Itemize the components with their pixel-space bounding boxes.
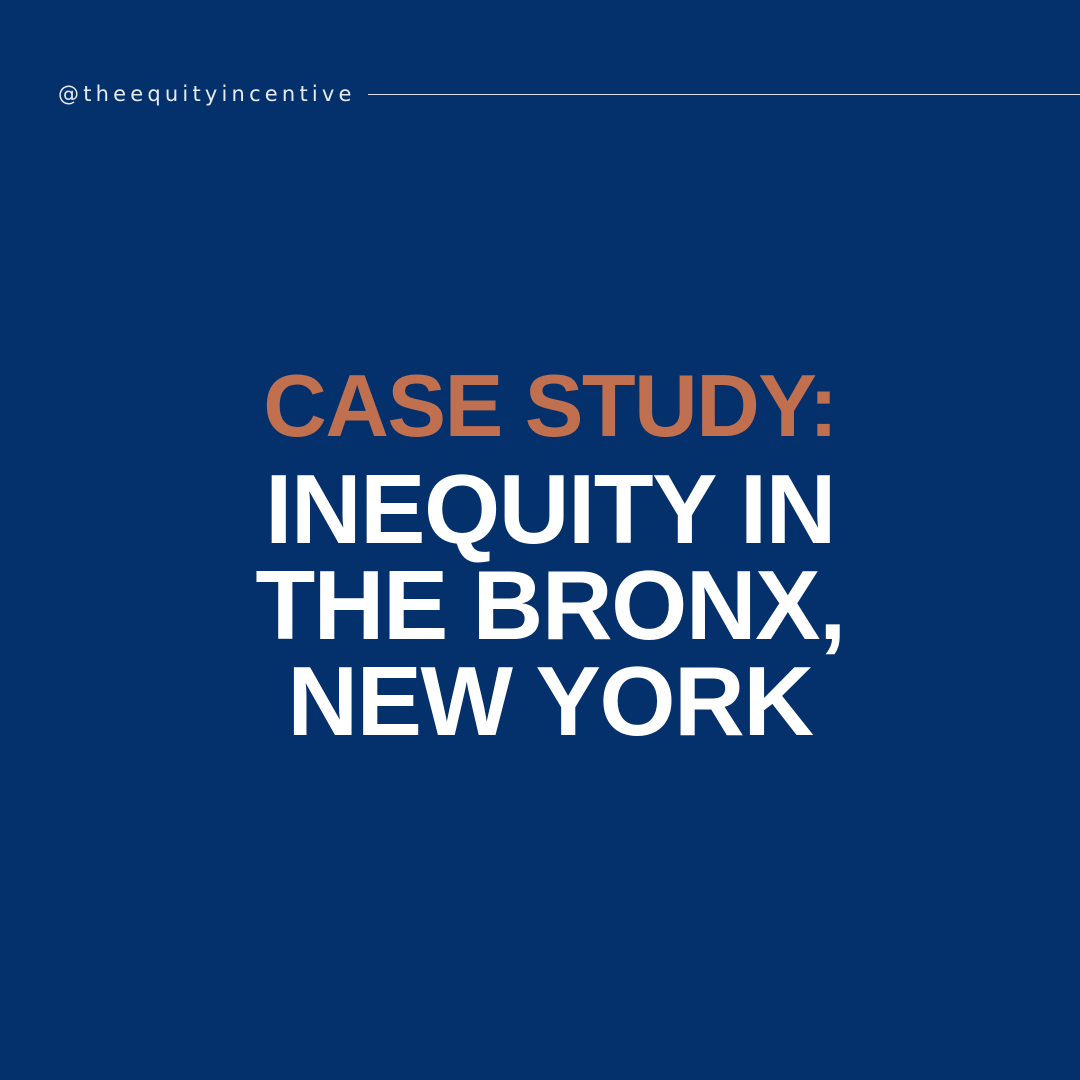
headline-title-line-1: INEQUITY IN (265, 454, 836, 564)
headline-kicker: CASE STUDY: (263, 356, 838, 455)
divider-line (367, 93, 1080, 95)
account-handle: @theequityincentive (58, 81, 356, 106)
headline-title-line-3: NEW YORK (287, 646, 814, 756)
headline-title-line-2: THE BRONX, (255, 550, 846, 660)
headline: CASE STUDY: INEQUITY IN THE BRONX, NEW Y… (230, 356, 870, 756)
handle-row: @theequityincentive (58, 76, 1080, 112)
